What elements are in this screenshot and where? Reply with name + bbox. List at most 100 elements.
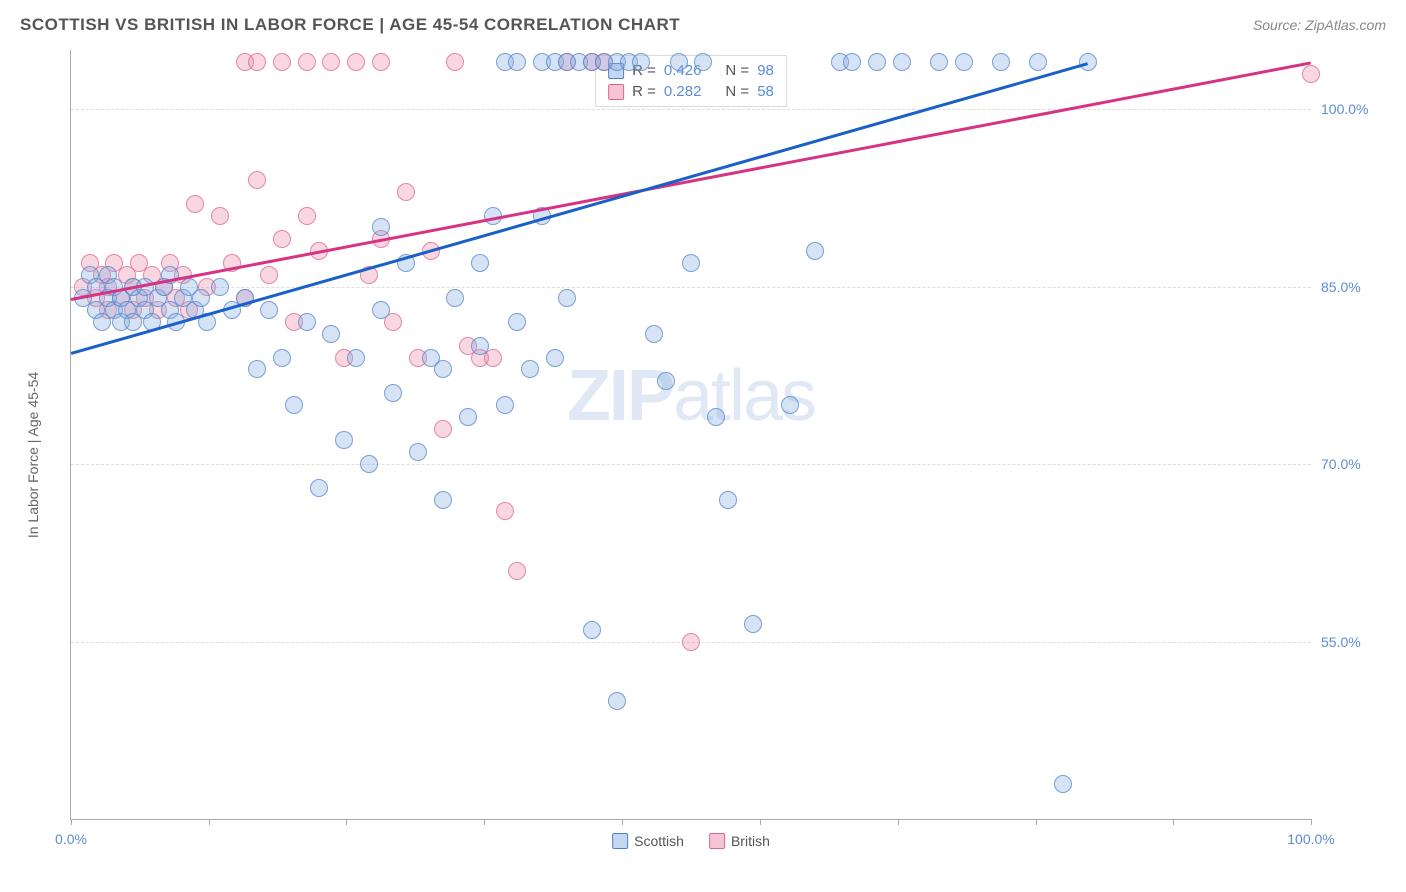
british-marker	[273, 230, 291, 248]
scottish-marker	[273, 349, 291, 367]
xtick	[1173, 819, 1174, 825]
scottish-marker	[248, 360, 266, 378]
scottish-marker	[434, 491, 452, 509]
scottish-marker	[632, 53, 650, 71]
scottish-marker	[471, 337, 489, 355]
scottish-marker	[310, 479, 328, 497]
scottish-marker	[645, 325, 663, 343]
british-marker	[508, 562, 526, 580]
scottish-marker	[992, 53, 1010, 71]
scottish-marker	[1029, 53, 1047, 71]
gridline	[71, 464, 1311, 465]
scottish-marker	[471, 254, 489, 272]
british-marker	[1302, 65, 1320, 83]
scottish-marker	[694, 53, 712, 71]
scottish-marker	[719, 491, 737, 509]
british-n-value: 58	[757, 83, 774, 100]
scottish-marker	[930, 53, 948, 71]
british-marker	[496, 502, 514, 520]
legend: Scottish British	[612, 833, 770, 849]
xtick	[622, 819, 623, 825]
xtick	[209, 819, 210, 825]
scottish-marker	[1079, 53, 1097, 71]
scottish-marker	[521, 360, 539, 378]
legend-item-scottish: Scottish	[612, 833, 684, 849]
scottish-marker	[508, 53, 526, 71]
xtick-label: 100.0%	[1287, 831, 1334, 847]
scottish-marker	[508, 313, 526, 331]
scottish-marker	[347, 349, 365, 367]
scottish-marker	[192, 289, 210, 307]
scottish-marker	[372, 301, 390, 319]
british-r-value: 0.282	[664, 83, 702, 100]
chart-title: SCOTTISH VS BRITISH IN LABOR FORCE | AGE…	[20, 15, 680, 35]
british-marker	[347, 53, 365, 71]
stats-row-british: R = 0.282 N = 58	[596, 81, 786, 102]
y-axis-label: In Labor Force | Age 45-54	[25, 372, 41, 538]
british-marker	[248, 171, 266, 189]
scottish-marker	[446, 289, 464, 307]
scottish-marker	[583, 621, 601, 639]
scottish-marker	[657, 372, 675, 390]
british-marker	[248, 53, 266, 71]
british-marker	[298, 53, 316, 71]
scottish-marker	[335, 431, 353, 449]
british-marker	[446, 53, 464, 71]
scottish-marker	[298, 313, 316, 331]
british-marker	[211, 207, 229, 225]
scottish-marker	[372, 218, 390, 236]
scottish-marker	[843, 53, 861, 71]
british-marker	[397, 183, 415, 201]
gridline	[71, 287, 1311, 288]
scottish-marker	[806, 242, 824, 260]
scottish-marker	[384, 384, 402, 402]
watermark: ZIPatlas	[567, 355, 815, 437]
scottish-marker	[682, 254, 700, 272]
british-marker	[434, 420, 452, 438]
scottish-marker	[744, 615, 762, 633]
xtick	[484, 819, 485, 825]
scottish-marker	[322, 325, 340, 343]
scottish-marker	[459, 408, 477, 426]
british-marker	[260, 266, 278, 284]
scottish-marker	[670, 53, 688, 71]
scottish-marker	[546, 349, 564, 367]
scottish-marker	[893, 53, 911, 71]
scottish-marker	[260, 301, 278, 319]
scottish-marker	[781, 396, 799, 414]
scottish-marker	[1054, 775, 1072, 793]
xtick	[71, 819, 72, 825]
scottish-marker	[434, 360, 452, 378]
legend-item-british: British	[709, 833, 770, 849]
xtick	[1311, 819, 1312, 825]
xtick	[760, 819, 761, 825]
scottish-marker	[558, 289, 576, 307]
scottish-marker	[496, 396, 514, 414]
xtick	[346, 819, 347, 825]
ytick-label: 85.0%	[1321, 279, 1381, 295]
british-marker	[322, 53, 340, 71]
scottish-marker	[955, 53, 973, 71]
ytick-label: 55.0%	[1321, 634, 1381, 650]
scottish-marker	[868, 53, 886, 71]
ytick-label: 100.0%	[1321, 101, 1381, 117]
british-legend-icon	[709, 833, 725, 849]
scottish-marker	[211, 278, 229, 296]
xtick	[898, 819, 899, 825]
british-marker	[273, 53, 291, 71]
british-marker	[186, 195, 204, 213]
source-attribution: Source: ZipAtlas.com	[1253, 17, 1386, 33]
plot-area: ZIPatlas R = 0.426 N = 98 R = 0.282 N = …	[70, 50, 1311, 820]
scottish-legend-icon	[612, 833, 628, 849]
xtick	[1036, 819, 1037, 825]
gridline	[71, 109, 1311, 110]
ytick-label: 70.0%	[1321, 456, 1381, 472]
scottish-marker	[409, 443, 427, 461]
scottish-marker	[608, 692, 626, 710]
british-marker	[298, 207, 316, 225]
scottish-marker	[285, 396, 303, 414]
british-swatch-icon	[608, 84, 624, 100]
scottish-marker	[360, 455, 378, 473]
scottish-marker	[707, 408, 725, 426]
british-marker	[372, 53, 390, 71]
